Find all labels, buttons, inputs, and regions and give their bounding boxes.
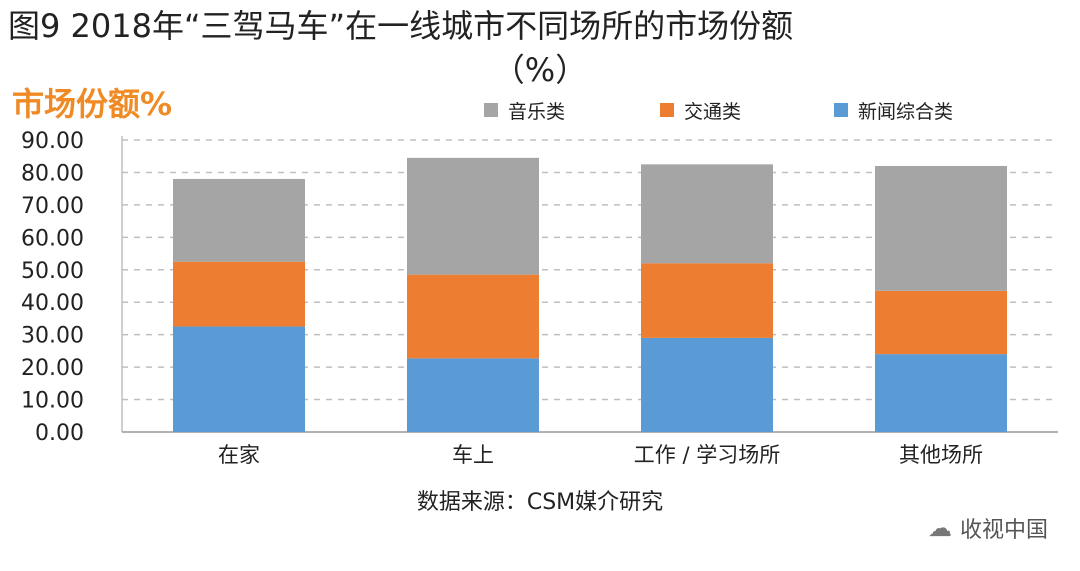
x-tick-label: 其他场所: [899, 443, 983, 467]
legend-swatch-news: [834, 103, 848, 117]
y-tick-label: 40.00: [21, 291, 84, 316]
bar-segment: [641, 263, 773, 338]
y-tick-label: 70.00: [21, 194, 84, 219]
watermark: ☁ 收视中国: [928, 512, 1048, 544]
y-tick-label: 80.00: [21, 161, 84, 186]
legend-label-traffic: 交通类: [684, 100, 742, 123]
x-tick-label: 在家: [218, 443, 260, 467]
legend-label-music: 音乐类: [508, 100, 566, 123]
legend-item-music: 音乐类: [484, 96, 565, 124]
bar-segment: [875, 354, 1007, 432]
y-tick-label: 90.00: [21, 129, 84, 154]
y-tick-label: 0.00: [35, 421, 84, 446]
y-tick-label: 30.00: [21, 324, 84, 349]
bar-segment: [173, 261, 305, 327]
wechat-icon: ☁: [927, 514, 952, 542]
bar-segment: [173, 326, 305, 432]
legend-item-news: 新闻综合类: [834, 96, 953, 124]
chart-title-unit: （%）: [492, 51, 588, 89]
y-tick-label: 60.00: [21, 226, 84, 251]
y-tick-label: 10.00: [21, 389, 84, 414]
legend-swatch-traffic: [660, 103, 674, 117]
legend-item-traffic: 交通类: [660, 96, 741, 124]
bar-segment: [875, 165, 1007, 291]
y-tick-label: 20.00: [21, 356, 84, 381]
data-source: 数据来源：CSM媒介研究: [416, 490, 664, 515]
bar-segment: [407, 358, 539, 432]
legend-swatch-music: [484, 103, 498, 117]
x-tick-label: 工作 / 学习场所: [634, 443, 780, 467]
x-tick-label: 车上: [452, 443, 494, 467]
watermark-text: 收视中国: [959, 518, 1048, 543]
legend-label-news: 新闻综合类: [858, 100, 954, 123]
legend: 音乐类 交通类 新闻综合类: [0, 96, 1080, 124]
y-axis-label: 市场份额%: [12, 85, 173, 123]
bar-segment: [641, 337, 773, 432]
bar-segment: [407, 157, 539, 275]
bar-segment: [173, 178, 305, 262]
chart-title: 图9 2018年“三驾马车”在一线城市不同场所的市场份额: [8, 8, 794, 44]
y-tick-label: 50.00: [21, 259, 84, 284]
bar-segment: [875, 290, 1007, 355]
bar-segment: [641, 164, 773, 264]
bar-segment: [407, 274, 539, 359]
